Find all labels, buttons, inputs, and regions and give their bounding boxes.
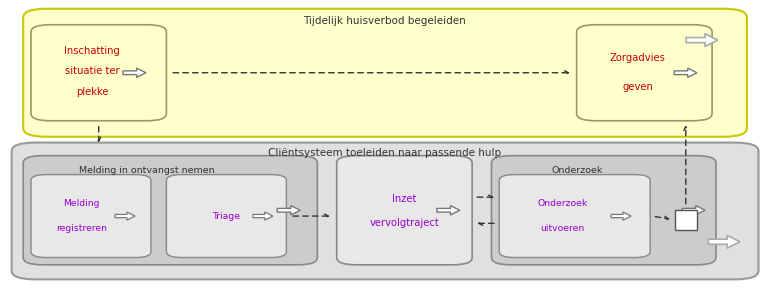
Text: uitvoeren: uitvoeren <box>540 224 584 233</box>
Polygon shape <box>611 212 631 220</box>
FancyBboxPatch shape <box>23 9 747 137</box>
Text: Triage: Triage <box>212 212 241 221</box>
Text: Zorgadvies: Zorgadvies <box>610 53 666 63</box>
Polygon shape <box>687 34 717 47</box>
FancyBboxPatch shape <box>12 143 759 279</box>
FancyBboxPatch shape <box>491 156 716 265</box>
Text: situatie ter: situatie ter <box>64 66 119 76</box>
FancyBboxPatch shape <box>23 156 317 265</box>
Text: Cliëntsysteem toeleiden naar passende hulp: Cliëntsysteem toeleiden naar passende hu… <box>268 148 502 157</box>
Polygon shape <box>682 205 705 215</box>
Polygon shape <box>123 68 146 77</box>
FancyBboxPatch shape <box>31 25 166 121</box>
FancyBboxPatch shape <box>31 175 151 258</box>
Text: Inschatting: Inschatting <box>64 46 120 56</box>
Text: Melding: Melding <box>63 199 100 208</box>
FancyBboxPatch shape <box>166 175 286 258</box>
Text: Inzet: Inzet <box>392 194 416 204</box>
Text: vervolgtraject: vervolgtraject <box>369 218 440 228</box>
Polygon shape <box>253 212 273 220</box>
Text: Tijdelijk huisverbod begeleiden: Tijdelijk huisverbod begeleiden <box>303 16 466 26</box>
Text: Melding in ontvangst nemen: Melding in ontvangst nemen <box>79 166 214 175</box>
Text: Onderzoek: Onderzoek <box>551 166 602 175</box>
Polygon shape <box>674 68 697 77</box>
Text: Onderzoek: Onderzoek <box>537 199 587 208</box>
Polygon shape <box>437 205 460 215</box>
FancyBboxPatch shape <box>499 175 650 258</box>
Bar <box>675 210 697 230</box>
FancyBboxPatch shape <box>337 156 472 265</box>
FancyBboxPatch shape <box>577 25 712 121</box>
Text: plekke: plekke <box>76 87 108 97</box>
Polygon shape <box>115 212 135 220</box>
Text: geven: geven <box>622 82 653 92</box>
Polygon shape <box>277 205 300 215</box>
Text: registreren: registreren <box>56 224 107 233</box>
Polygon shape <box>708 235 740 248</box>
